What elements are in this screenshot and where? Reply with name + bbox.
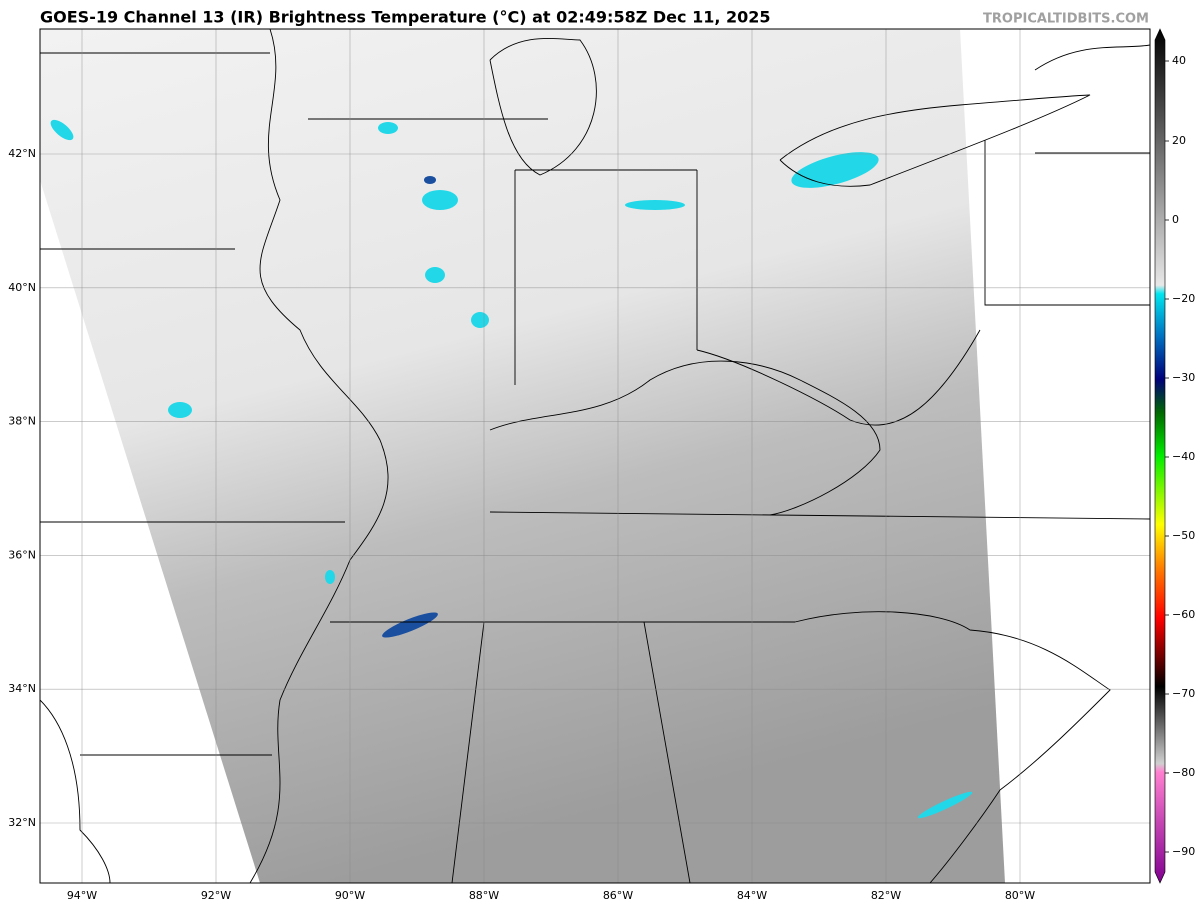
colorbar [1154,28,1166,884]
colorbar-label: 20 [1172,134,1186,147]
lat-label: 36°N [8,548,36,561]
colorbar-label: −90 [1172,845,1195,858]
colorbar-label: 0 [1172,213,1179,226]
colorbar-label: −30 [1172,371,1195,384]
title: GOES-19 Channel 13 (IR) Brightness Tempe… [40,8,771,27]
deep-convection [424,176,436,184]
colorbar-label: −70 [1172,687,1195,700]
lon-label: 94°W [67,889,97,902]
lon-label: 80°W [1005,889,1035,902]
lat-label: 32°N [8,816,36,829]
colorbar-label: 40 [1172,54,1186,67]
lon-label: 92°W [201,889,231,902]
colorbar-label: −40 [1172,450,1195,463]
graticule [40,29,1150,883]
lat-label: 40°N [8,281,36,294]
credit: TROPICALTIDBITS.COM [983,12,1149,27]
lon-label: 86°W [603,889,633,902]
colorbar-label: −50 [1172,529,1195,542]
cold-cloud-tops [50,119,973,819]
map-area [40,29,1150,883]
lon-label: 82°W [871,889,901,902]
map-frame [39,28,1151,884]
deep-convection [382,612,438,638]
boundaries [40,29,1150,883]
lat-label: 42°N [8,147,36,160]
labels: 94°W 92°W 90°W 88°W 86°W 84°W 82°W 80°W 42°N 40°N… [8,54,1195,902]
lat-label: 34°N [8,682,36,695]
lon-label: 88°W [469,889,499,902]
lon-label: 84°W [737,889,767,902]
colorbar-label: −20 [1172,292,1195,305]
lon-label: 90°W [335,889,365,902]
satellite-swath [40,29,1005,883]
colorbar-label: −60 [1172,608,1195,621]
colorbar-label: −80 [1172,766,1195,779]
lat-label: 38°N [8,415,36,428]
